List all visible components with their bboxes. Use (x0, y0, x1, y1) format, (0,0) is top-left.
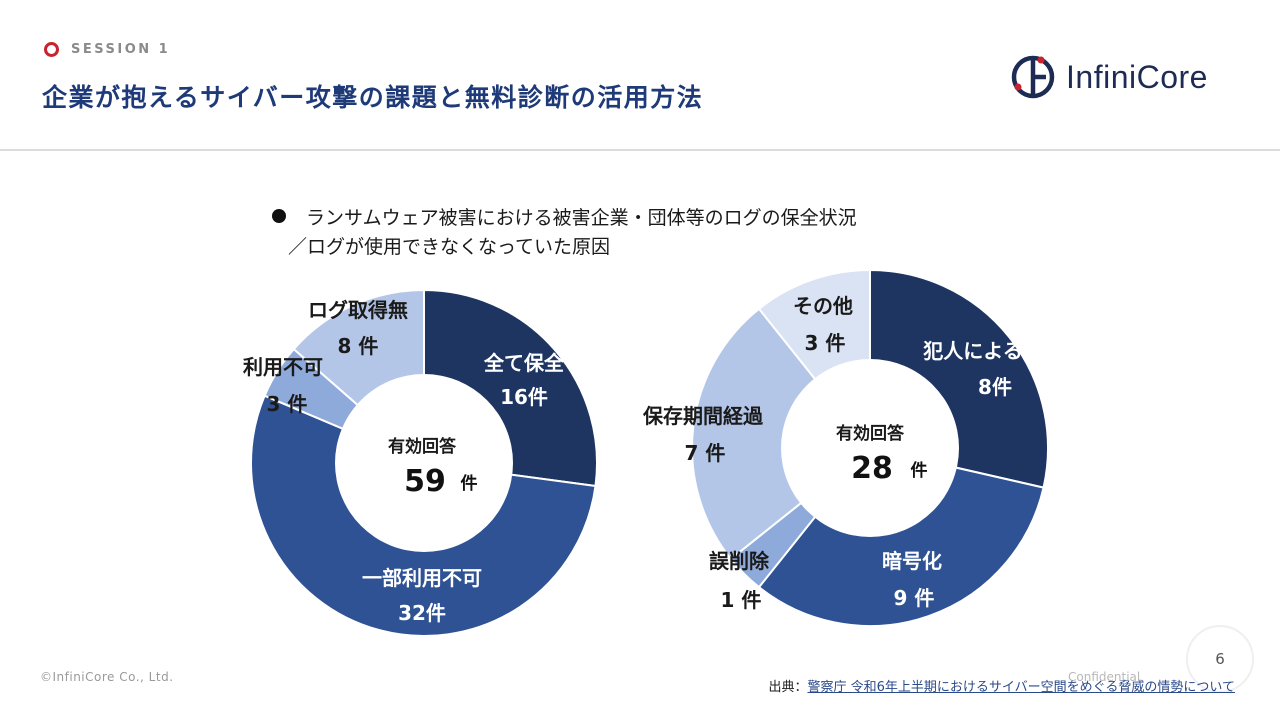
slice-label: 暗号化 (882, 549, 942, 573)
slice-label: その他 (793, 294, 853, 318)
copyright: ©InfiniCore Co., Ltd. (40, 670, 174, 684)
center-caption: 有効回答 (388, 436, 457, 457)
slice-label: ログ取得無 (308, 298, 408, 322)
session-ring-icon (44, 42, 59, 57)
slice-label: 保存期間経過 (642, 404, 764, 428)
donut-chart-log-unusable-causes: 有効回答 28 件 犯人による削除 8件 暗号化 9 件 誤削除 1 件 保存期… (642, 268, 1064, 628)
source-link[interactable]: 警察庁 令和6年上半期におけるサイバー空間をめぐる脅威の情勢について (807, 680, 1236, 695)
bullet-icon (272, 209, 286, 223)
page-number: 6 (1186, 625, 1254, 693)
slice-value: 16件 (500, 385, 548, 409)
source-prefix: 出典： (768, 680, 808, 695)
subtitle-line2: ／ログが使用できなくなっていた原因 (288, 236, 611, 258)
slice-value: 9 件 (894, 586, 935, 610)
slice-value: 1 件 (721, 588, 762, 612)
slice-label: 利用不可 (243, 355, 323, 379)
slice-label: 誤削除 (709, 549, 770, 573)
donut-slice-2 (757, 446, 1045, 628)
session-tag: SESSION 1 (44, 42, 170, 57)
center-total: 28 (851, 451, 893, 486)
source-citation: 出典：警察庁 令和6年上半期におけるサイバー空間をめぐる脅威の情勢について (768, 676, 1235, 695)
slide-header: SESSION 1 企業が抱えるサイバー攻撃の課題と無料診断の活用方法 Infi… (0, 0, 1280, 151)
slice-value: 3 件 (267, 392, 308, 416)
company-logo: InfiniCore (1008, 52, 1208, 102)
chart-subtitle: ランサムウェア被害における被害企業・団体等のログの保全状況 ／ログが使用できなく… (272, 204, 857, 262)
donut-hole (335, 374, 513, 552)
slice-value: 7 件 (685, 441, 726, 465)
donut-hole (781, 359, 959, 537)
donut-chart-log-preservation: 有効回答 59 件 全て保全 16件 一部利用不可 32件 利用不可 3 件 ロ… (243, 288, 598, 637)
logo-text: InfiniCore (1066, 58, 1208, 95)
center-total: 59 (404, 464, 446, 499)
slice-value: 32件 (398, 601, 446, 625)
confidential-mark: Confidential (1068, 670, 1141, 684)
slice-label: 全て保全 (483, 351, 565, 375)
slice-value: 8件 (978, 375, 1012, 399)
donut-slice-4 (691, 307, 872, 561)
slice-value: 8 件 (338, 334, 379, 358)
slice-label: 一部利用不可 (362, 566, 482, 590)
slice-label: 犯人による削除 (922, 339, 1063, 363)
center-caption: 有効回答 (836, 423, 905, 444)
subtitle-line1: ランサムウェア被害における被害企業・団体等のログの保全状況 (306, 207, 857, 229)
page-title: 企業が抱えるサイバー攻撃の課題と無料診断の活用方法 (42, 83, 704, 112)
slice-value: 3 件 (805, 331, 846, 355)
center-unit: 件 (461, 473, 478, 494)
infinicore-logo-icon (1011, 55, 1055, 99)
center-unit: 件 (911, 460, 928, 481)
session-label: SESSION 1 (71, 42, 171, 57)
header-divider (0, 149, 1280, 151)
